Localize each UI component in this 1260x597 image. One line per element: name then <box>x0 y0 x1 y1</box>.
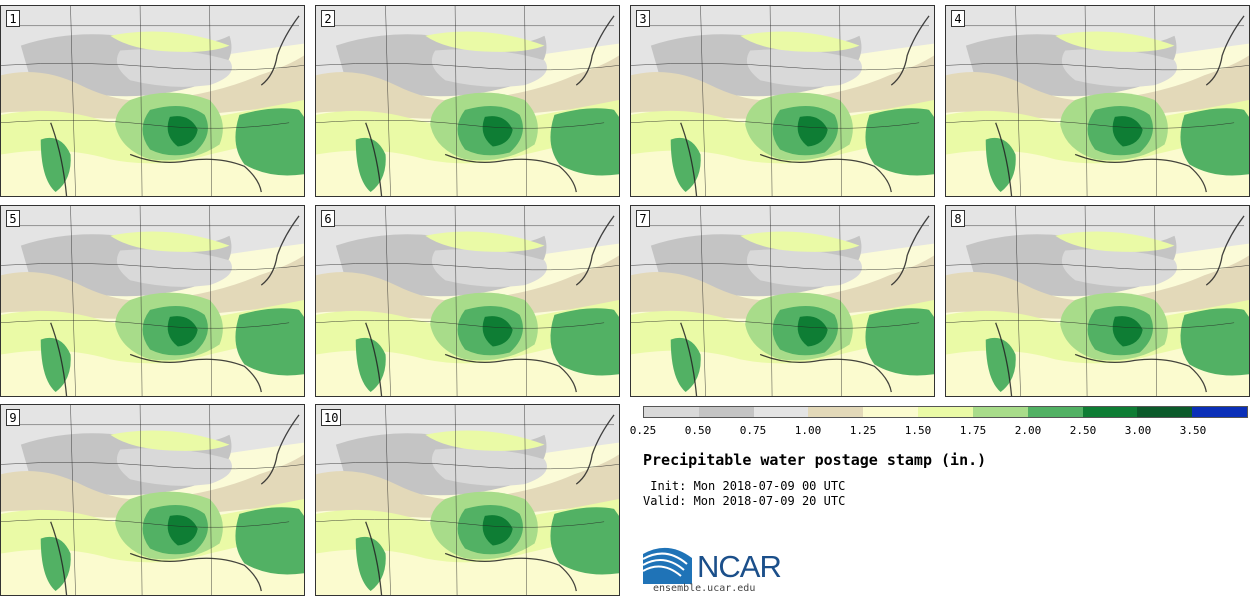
colorbar-tick-label: 1.00 <box>794 424 822 437</box>
postage-stamp-panel-7: 7 <box>630 205 935 397</box>
panel-number-label: 7 <box>636 210 650 227</box>
postage-stamp-panel-8: 8 <box>945 205 1250 397</box>
postage-stamp-panel-6: 6 <box>315 205 620 397</box>
colorbar-tick-label: 2.00 <box>1014 424 1042 437</box>
colorbar-tick-label: 3.50 <box>1179 424 1207 437</box>
colorbar-segment <box>753 407 809 417</box>
colorbar-tick-label: 1.25 <box>849 424 877 437</box>
postage-stamp-panel-5: 5 <box>0 205 305 397</box>
colorbar-segment <box>1027 407 1083 417</box>
panel-number-label: 1 <box>6 10 20 27</box>
precipitable-water-map <box>316 6 619 196</box>
colorbar-segment <box>1137 407 1193 417</box>
ncar-logo-text: NCAR <box>697 549 782 584</box>
panel-number-label: 6 <box>321 210 335 227</box>
precipitable-water-map <box>946 6 1249 196</box>
site-url: ensemble.ucar.edu <box>653 583 756 594</box>
panel-number-label: 5 <box>6 210 20 227</box>
colorbar-segment <box>644 407 699 417</box>
precipitable-water-map <box>631 206 934 396</box>
valid-time: Valid: Mon 2018-07-09 20 UTC <box>643 494 846 508</box>
panel-number-label: 3 <box>636 10 650 27</box>
colorbar-tick-label: 3.00 <box>1124 424 1152 437</box>
precipitable-water-map <box>1 6 304 196</box>
colorbar-segment <box>1082 407 1138 417</box>
colorbar-segment <box>698 407 754 417</box>
colorbar <box>643 406 1248 418</box>
colorbar-tick-label: 2.50 <box>1069 424 1097 437</box>
panel-number-label: 8 <box>951 210 965 227</box>
colorbar-segment <box>1192 407 1247 417</box>
init-time: Init: Mon 2018-07-09 00 UTC <box>643 479 846 493</box>
colorbar-tick-label: 1.50 <box>904 424 932 437</box>
ncar-logo-icon <box>642 547 692 584</box>
colorbar-tick-label: 0.25 <box>629 424 657 437</box>
panel-number-label: 4 <box>951 10 965 27</box>
postage-stamp-panel-4: 4 <box>945 5 1250 197</box>
precipitable-water-map <box>946 206 1249 396</box>
postage-stamp-panel-1: 1 <box>0 5 305 197</box>
precipitable-water-map <box>316 405 619 595</box>
postage-stamp-panel-3: 3 <box>630 5 935 197</box>
colorbar-segment <box>808 407 864 417</box>
panel-number-label: 2 <box>321 10 335 27</box>
colorbar-segment <box>863 407 919 417</box>
precipitable-water-map <box>1 206 304 396</box>
precipitable-water-map <box>631 6 934 196</box>
precipitable-water-map <box>1 405 304 595</box>
postage-stamp-panel-10: 10 <box>315 404 620 596</box>
colorbar-segment <box>918 407 973 417</box>
precipitable-water-map <box>316 206 619 396</box>
plot-title: Precipitable water postage stamp (in.) <box>643 451 987 469</box>
panel-number-label: 9 <box>6 409 20 426</box>
colorbar-tick-label: 1.75 <box>959 424 987 437</box>
panel-number-label: 10 <box>321 409 342 426</box>
colorbar-tick-label: 0.50 <box>684 424 712 437</box>
postage-stamp-panel-9: 9 <box>0 404 305 596</box>
postage-stamp-panel-2: 2 <box>315 5 620 197</box>
colorbar-tick-label: 0.75 <box>739 424 767 437</box>
colorbar-segment <box>972 407 1028 417</box>
